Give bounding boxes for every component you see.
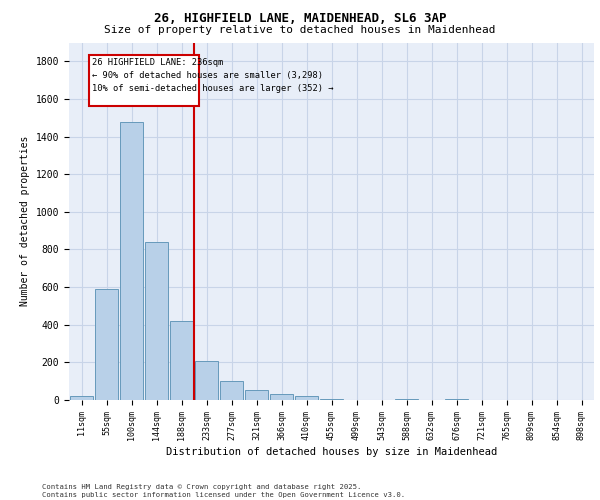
Text: ← 90% of detached houses are smaller (3,298): ← 90% of detached houses are smaller (3,… (92, 70, 323, 80)
Bar (95, 289, 118, 400)
Text: Size of property relative to detached houses in Maidenhead: Size of property relative to detached ho… (104, 25, 496, 35)
Bar (320, 399, 343, 400)
X-axis label: Distribution of detached houses by size in Maidenhead: Distribution of detached houses by size … (166, 446, 497, 456)
Bar (245, 390, 268, 400)
Text: Contains HM Land Registry data © Crown copyright and database right 2025.
Contai: Contains HM Land Registry data © Crown c… (42, 484, 405, 498)
Bar (145, 242, 169, 400)
Bar (445, 399, 469, 400)
Bar (194, 362, 218, 400)
Bar (70, 396, 94, 400)
Text: 26, HIGHFIELD LANE, MAIDENHEAD, SL6 3AP: 26, HIGHFIELD LANE, MAIDENHEAD, SL6 3AP (154, 12, 446, 26)
Bar (170, 321, 193, 400)
Bar (395, 399, 418, 400)
Bar (269, 394, 293, 400)
Text: 26 HIGHFIELD LANE: 236sqm: 26 HIGHFIELD LANE: 236sqm (92, 58, 223, 67)
Y-axis label: Number of detached properties: Number of detached properties (20, 136, 30, 306)
Text: 10% of semi-detached houses are larger (352) →: 10% of semi-detached houses are larger (… (92, 84, 334, 93)
Bar (119, 122, 143, 400)
Bar (295, 396, 319, 400)
Bar (220, 381, 244, 400)
FancyBboxPatch shape (89, 54, 199, 106)
